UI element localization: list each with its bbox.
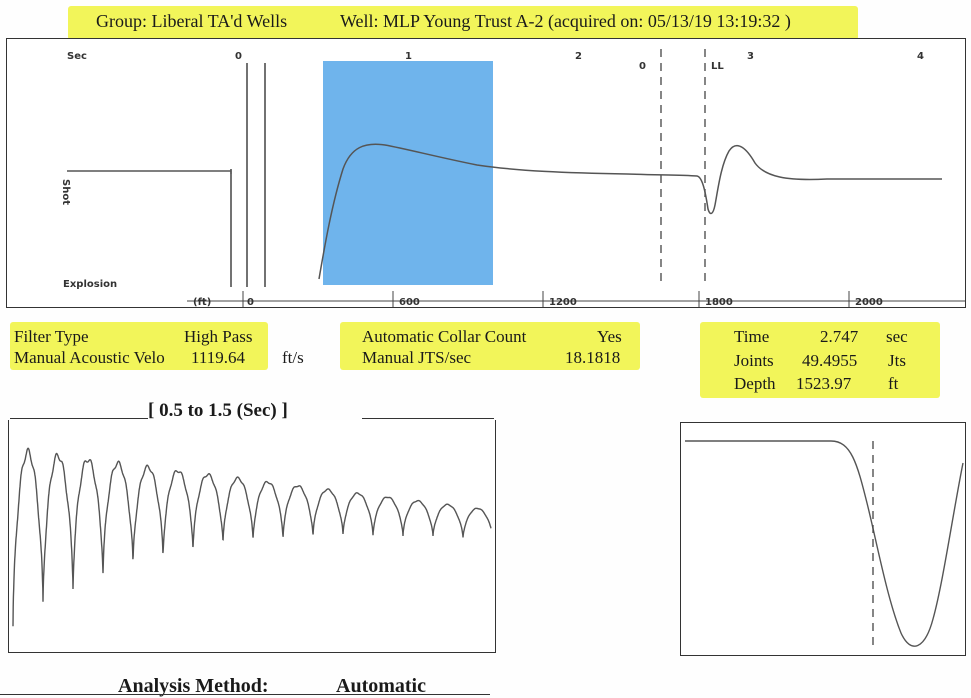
selection-window[interactable] xyxy=(323,61,493,285)
sec-tick-0: 0 xyxy=(235,51,242,62)
filter-type-label: Filter Type xyxy=(14,327,89,346)
collar-zoom-svg xyxy=(12,447,492,627)
joints-label: Joints xyxy=(734,351,774,370)
collar-trace xyxy=(12,447,492,627)
sec-tick-1: 1 xyxy=(405,51,412,62)
depth-tick-3: 1800 xyxy=(705,297,733,307)
filter-type-value[interactable]: High Pass xyxy=(184,327,253,346)
time-value: 2.747 xyxy=(820,327,859,346)
header-highlight xyxy=(68,6,858,40)
liquid-level-trace xyxy=(685,440,964,647)
jts-value[interactable]: 18.1818 xyxy=(565,348,621,367)
velocity-value[interactable]: 1119.64 xyxy=(191,348,245,367)
filter-params-highlight xyxy=(10,322,268,370)
group-label: Group: Liberal TA'd Wells xyxy=(96,11,288,31)
collar-count-label: Automatic Collar Count xyxy=(362,327,527,346)
velocity-label: Manual Acoustic Velo xyxy=(14,348,165,367)
vertical-label: Shot xyxy=(60,179,71,205)
time-unit: sec xyxy=(886,327,908,346)
range-rule-right xyxy=(362,418,494,419)
result-highlight xyxy=(700,322,940,398)
liquid-level-svg xyxy=(685,440,964,647)
footer-rule xyxy=(0,694,490,695)
depth-tick-0: 0 xyxy=(247,297,254,307)
velocity-unit: ft/s xyxy=(282,348,304,367)
sec-tick-3: 3 xyxy=(747,51,754,62)
well-label: Well: MLP Young Trust A-2 (acquired on: … xyxy=(340,11,791,31)
collar-params-highlight xyxy=(340,322,640,370)
echo-trace xyxy=(67,143,942,280)
depth-value: 1523.97 xyxy=(796,374,852,393)
sec-axis-label: Sec xyxy=(67,51,87,62)
collar-zoom-plot[interactable] xyxy=(8,420,496,653)
joints-value: 49.4955 xyxy=(802,351,858,370)
depth-label: Depth xyxy=(734,374,776,393)
depth-axis-unit: (ft) xyxy=(193,297,211,307)
ll-label: LL xyxy=(711,61,724,72)
analysis-method-label: Analysis Method: xyxy=(118,675,269,697)
depth-tick-1: 600 xyxy=(399,297,420,307)
sec-tick-2: 2 xyxy=(575,51,582,62)
analysis-method-value: Automatic xyxy=(336,675,426,697)
liquid-level-detail-plot[interactable] xyxy=(680,422,966,656)
depth-tick-4: 2000 xyxy=(855,297,883,307)
range-rule-left xyxy=(10,418,148,419)
collar-count-value[interactable]: Yes xyxy=(597,327,622,346)
explosion-label: Explosion xyxy=(63,279,117,290)
depth-unit: ft xyxy=(888,374,899,393)
depth-tick-2: 1200 xyxy=(549,297,577,307)
main-trace-plot[interactable]: Sec 0 1 2 3 4 0 LL Explosion Shot (ft) 0… xyxy=(6,38,966,308)
sec-tick-4: 4 xyxy=(917,51,924,62)
main-trace-svg[interactable]: Sec 0 1 2 3 4 0 LL Explosion Shot (ft) 0… xyxy=(7,39,965,307)
jts-label: Manual JTS/sec xyxy=(362,348,472,367)
time-label: Time xyxy=(734,327,770,346)
zoom-range-label: [ 0.5 to 1.5 (Sec) ] xyxy=(148,400,288,421)
joints-unit: Jts xyxy=(888,351,906,370)
marker-zero-label: 0 xyxy=(639,61,646,72)
